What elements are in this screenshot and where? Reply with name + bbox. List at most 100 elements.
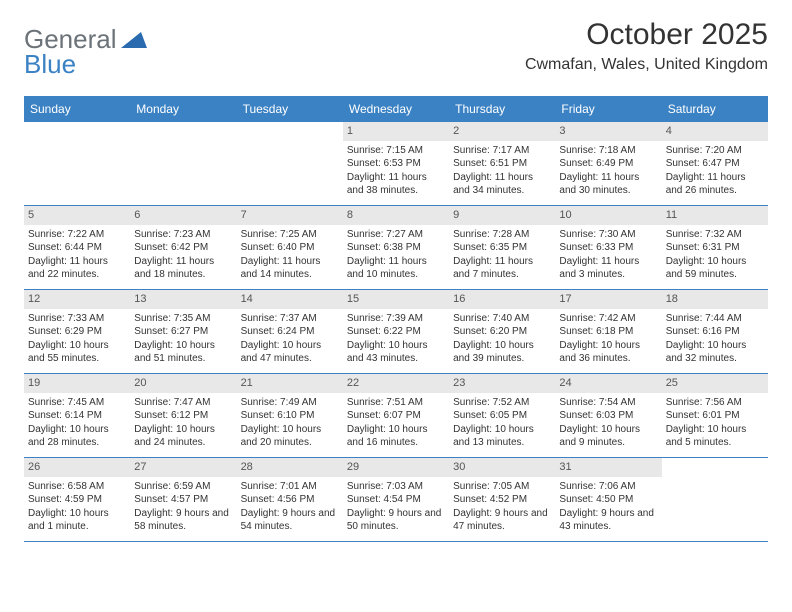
day-cell: 6Sunrise: 7:23 AMSunset: 6:42 PMDaylight… [130, 206, 236, 289]
sunrise-line: Sunrise: 7:32 AM [666, 228, 764, 242]
sunrise-line: Sunrise: 7:05 AM [453, 480, 551, 494]
header: General Blue October 2025 Cwmafan, Wales… [24, 18, 768, 80]
day-number: 30 [449, 458, 555, 477]
sunrise-line: Sunrise: 6:59 AM [134, 480, 232, 494]
day-number: 28 [237, 458, 343, 477]
day-cell: 20 Sunrise: 7:47 AMSunset: 6:12 PMDayligh… [130, 374, 236, 457]
sunrise-line: Sunrise: 7:42 AM [559, 312, 657, 326]
weekday-header: Tuesday [237, 96, 343, 122]
weekday-header: Wednesday [343, 96, 449, 122]
day-number: 6 [130, 206, 236, 225]
day-cell [24, 122, 130, 205]
daylight-line: Daylight: 10 hours and 24 minutes. [134, 423, 232, 450]
day-cell: 21Sunrise: 7:49 AMSunset: 6:10 PMDayligh… [237, 374, 343, 457]
day-number: 23 [449, 374, 555, 393]
sunset-line: Sunset: 6:38 PM [347, 241, 445, 255]
calendar-page: General Blue October 2025 Cwmafan, Wales… [0, 0, 792, 560]
daylight-line: Daylight: 9 hours and 58 minutes. [134, 507, 232, 534]
sunrise-line: Sunrise: 7:45 AM [28, 396, 126, 410]
day-cell: 28Sunrise: 7:01 AMSunset: 4:56 PMDayligh… [237, 458, 343, 541]
day-number: 1 [343, 122, 449, 141]
sunset-line: Sunset: 4:54 PM [347, 493, 445, 507]
weekday-header-row: SundayMondayTuesdayWednesdayThursdayFrid… [24, 96, 768, 122]
day-cell: 13Sunrise: 7:35 AMSunset: 6:27 PMDayligh… [130, 290, 236, 373]
day-number: 12 [24, 290, 130, 309]
sunset-line: Sunset: 6:12 PM [134, 409, 232, 423]
daylight-line: Daylight: 10 hours and 20 minutes. [241, 423, 339, 450]
sunrise-line: Sunrise: 6:58 AM [28, 480, 126, 494]
daylight-line: Daylight: 10 hours and 32 minutes. [666, 339, 764, 366]
sunrise-line: Sunrise: 7:28 AM [453, 228, 551, 242]
daylight-line: Daylight: 9 hours and 47 minutes. [453, 507, 551, 534]
day-number: 18 [662, 290, 768, 309]
day-cell: 2Sunrise: 7:17 AMSunset: 6:51 PMDaylight… [449, 122, 555, 205]
sunrise-line: Sunrise: 7:51 AM [347, 396, 445, 410]
daylight-line: Daylight: 10 hours and 36 minutes. [559, 339, 657, 366]
sunset-line: Sunset: 6:35 PM [453, 241, 551, 255]
sunrise-line: Sunrise: 7:01 AM [241, 480, 339, 494]
weekday-header: Thursday [449, 96, 555, 122]
day-number: 10 [555, 206, 661, 225]
sunrise-line: Sunrise: 7:47 AM [134, 396, 232, 410]
sunset-line: Sunset: 6:22 PM [347, 325, 445, 339]
daylight-line: Daylight: 10 hours and 39 minutes. [453, 339, 551, 366]
sunrise-line: Sunrise: 7:37 AM [241, 312, 339, 326]
daylight-line: Daylight: 10 hours and 1 minute. [28, 507, 126, 534]
day-number: 31 [555, 458, 661, 477]
sunrise-line: Sunrise: 7:20 AM [666, 144, 764, 158]
sunrise-line: Sunrise: 7:40 AM [453, 312, 551, 326]
day-number: 19 [24, 374, 130, 393]
sunset-line: Sunset: 6:18 PM [559, 325, 657, 339]
day-cell: 11Sunrise: 7:32 AMSunset: 6:31 PMDayligh… [662, 206, 768, 289]
daylight-line: Daylight: 11 hours and 34 minutes. [453, 171, 551, 198]
week-row: 26Sunrise: 6:58 AMSunset: 4:59 PMDayligh… [24, 458, 768, 542]
day-cell: 15Sunrise: 7:39 AMSunset: 6:22 PMDayligh… [343, 290, 449, 373]
sunset-line: Sunset: 6:01 PM [666, 409, 764, 423]
day-cell: 27Sunrise: 6:59 AMSunset: 4:57 PMDayligh… [130, 458, 236, 541]
sunset-line: Sunset: 6:49 PM [559, 157, 657, 171]
sunset-line: Sunset: 6:51 PM [453, 157, 551, 171]
day-cell: 25Sunrise: 7:56 AMSunset: 6:01 PMDayligh… [662, 374, 768, 457]
week-row: 1Sunrise: 7:15 AMSunset: 6:53 PMDaylight… [24, 122, 768, 206]
week-row: 12Sunrise: 7:33 AMSunset: 6:29 PMDayligh… [24, 290, 768, 374]
day-cell: 19Sunrise: 7:45 AMSunset: 6:14 PMDayligh… [24, 374, 130, 457]
day-cell: 31Sunrise: 7:06 AMSunset: 4:50 PMDayligh… [555, 458, 661, 541]
day-number: 22 [343, 374, 449, 393]
week-row: 5Sunrise: 7:22 AMSunset: 6:44 PMDaylight… [24, 206, 768, 290]
sunrise-line: Sunrise: 7:17 AM [453, 144, 551, 158]
day-cell: 4Sunrise: 7:20 AMSunset: 6:47 PMDaylight… [662, 122, 768, 205]
sunrise-line: Sunrise: 7:03 AM [347, 480, 445, 494]
daylight-line: Daylight: 10 hours and 43 minutes. [347, 339, 445, 366]
day-number: 14 [237, 290, 343, 309]
sunset-line: Sunset: 6:42 PM [134, 241, 232, 255]
sunrise-line: Sunrise: 7:44 AM [666, 312, 764, 326]
sunset-line: Sunset: 6:20 PM [453, 325, 551, 339]
daylight-line: Daylight: 11 hours and 30 minutes. [559, 171, 657, 198]
day-number: 9 [449, 206, 555, 225]
daylight-line: Daylight: 9 hours and 54 minutes. [241, 507, 339, 534]
sunset-line: Sunset: 6:16 PM [666, 325, 764, 339]
day-number: 16 [449, 290, 555, 309]
logo-triangle-icon [121, 30, 147, 53]
day-number: 27 [130, 458, 236, 477]
daylight-line: Daylight: 9 hours and 43 minutes. [559, 507, 657, 534]
day-cell: 1Sunrise: 7:15 AMSunset: 6:53 PMDaylight… [343, 122, 449, 205]
sunrise-line: Sunrise: 7:27 AM [347, 228, 445, 242]
sunset-line: Sunset: 6:05 PM [453, 409, 551, 423]
day-cell: 8Sunrise: 7:27 AMSunset: 6:38 PMDaylight… [343, 206, 449, 289]
sunrise-line: Sunrise: 7:52 AM [453, 396, 551, 410]
logo-text-block: General Blue [24, 24, 147, 80]
daylight-line: Daylight: 11 hours and 26 minutes. [666, 171, 764, 198]
day-number: 26 [24, 458, 130, 477]
weekday-header: Friday [555, 96, 661, 122]
day-cell: 26Sunrise: 6:58 AMSunset: 4:59 PMDayligh… [24, 458, 130, 541]
sunrise-line: Sunrise: 7:35 AM [134, 312, 232, 326]
sunset-line: Sunset: 6:27 PM [134, 325, 232, 339]
day-number: 20 [130, 374, 236, 393]
sunrise-line: Sunrise: 7:15 AM [347, 144, 445, 158]
day-number: 3 [555, 122, 661, 141]
daylight-line: Daylight: 11 hours and 14 minutes. [241, 255, 339, 282]
day-number: 5 [24, 206, 130, 225]
sunrise-line: Sunrise: 7:25 AM [241, 228, 339, 242]
sunset-line: Sunset: 6:10 PM [241, 409, 339, 423]
